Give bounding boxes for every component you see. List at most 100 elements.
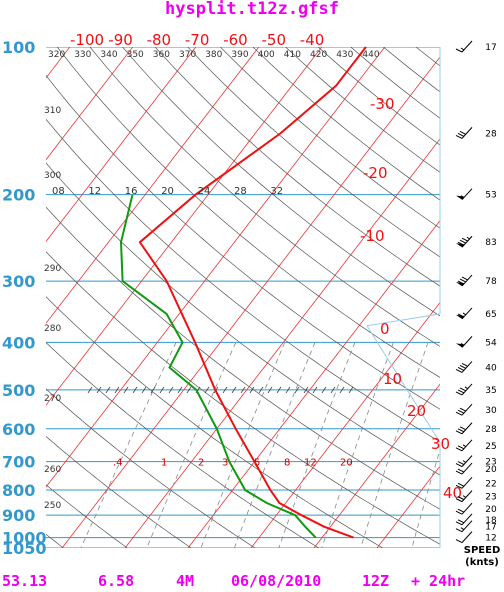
barb-flag [457,367,465,371]
wind-barb [455,476,473,489]
wind-speed-label: 78 [485,277,497,287]
dry-adiabat-line [317,47,440,146]
barb-half-flag [462,495,467,499]
wind-barb [456,188,473,201]
barb-flag [457,519,465,524]
barb-half-flag [466,236,471,240]
top-temperature-label: -60 [223,31,248,49]
mixing-ratio-label: 5 [254,458,260,469]
wind-barb [455,40,473,53]
wind-barb [456,235,473,248]
mixing-ratio-label: 8 [284,458,290,469]
mixing-ratio-line [200,342,286,548]
wind-speed-label: 40 [485,364,497,374]
barb-shaft [461,513,473,526]
barb-shaft [461,336,473,348]
barb-flag [457,468,465,473]
barb-half-flag [462,312,467,316]
isotherm-line [124,138,440,548]
wind-barb [455,127,473,139]
top-temperature-label: -90 [108,31,133,49]
hatch-mark [339,386,345,394]
mixing-ratio-label: 12 [304,458,317,469]
barb-half-flag [460,342,465,346]
mixing-ratio-line [360,342,429,548]
hatch-mark [321,386,327,394]
barb-half-flag [460,47,465,51]
right-temperature-label: 0 [380,320,390,338]
top-temperature-label: -80 [147,31,172,49]
footer: 53.13 6.58 4M 06/08/2010 12Z + 24hr [2,572,465,590]
theta-label: 400 [258,50,275,60]
barb-flag [457,389,465,394]
plot-edge [366,47,441,548]
barb-flag [455,391,463,396]
right-temperature-label: 30 [431,435,450,453]
right-temperature-label: 10 [383,370,402,388]
ws-label: 32 [270,186,283,197]
theta-label: 360 [153,50,170,60]
dry-adiabat-line [46,388,256,548]
barb-half-flag [460,195,465,199]
hatch-mark [285,386,291,394]
wind-speed-label: 83 [485,238,496,248]
mixing-ratio-label: 1 [161,458,167,469]
theta-label: 300 [44,171,61,181]
barb-flag [457,508,465,513]
footer-model: 4M [176,572,194,590]
hatch-mark [96,386,102,394]
hatch-mark [168,386,174,394]
pressure-label: 800 [2,481,35,500]
isotherm-line [46,47,134,161]
dry-adiabat-line [89,47,440,347]
barb-flag [457,428,465,433]
wind-barb [455,513,473,526]
grid-lines [46,47,440,548]
barb-flag [457,132,465,137]
wind-speed-label: 20 [485,465,497,475]
ws-label: 12 [88,186,101,197]
sounding-profiles [119,46,367,539]
wind-speed-label: 35 [485,386,496,396]
theta-label: 380 [205,50,222,60]
mixing-ratio-line [411,448,440,548]
footer-date: 06/08/2010 [231,572,321,590]
theta-label: 390 [231,50,248,60]
wind-barb [455,520,473,533]
barb-flag [455,48,463,53]
barb-flag [455,510,463,515]
wind-barb [455,422,473,435]
hatch-mark [132,386,138,394]
wind-speed-label: 22 [485,479,496,489]
hatch-mark [87,386,93,394]
wind-speed-label: 18 [485,516,497,526]
wind-speed-label: 23 [485,493,496,503]
barb-flag [455,484,463,489]
right-temperature-label: 40 [443,484,462,502]
hatch-mark [330,386,336,394]
mixing-ratio-line [234,342,316,548]
speed-unit-label: (knts) [465,557,499,568]
ws-label: 28 [234,186,247,197]
barb-flag [457,241,465,246]
top-temperature-label: -40 [300,31,325,49]
axis-labels: 10020030040050060070080090010001050-100-… [2,31,462,558]
dry-adiabat-line [56,47,440,378]
barb-flag [457,280,465,285]
theta-label: 430 [336,50,353,60]
pressure-label: 500 [2,381,35,400]
wind-speed-label: 54 [485,338,497,348]
wind-barb [455,531,473,544]
theta-label: 270 [44,394,61,404]
hatch-mark [186,386,192,394]
theta-label: 350 [127,50,144,60]
theta-label: 280 [44,324,61,334]
barb-flag [457,482,465,487]
barb-shaft [461,502,473,515]
mixing-ratio-line [321,342,394,548]
barb-half-flag [462,444,467,448]
barb-half-flag [460,527,465,531]
right-temperature-label: -20 [363,164,388,182]
ws-label: 20 [161,186,174,197]
